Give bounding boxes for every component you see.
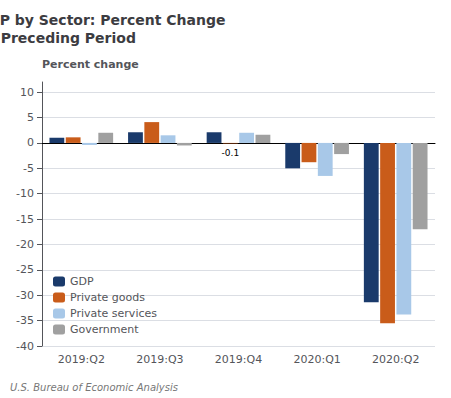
- svg-text:Percent change: Percent change: [42, 58, 139, 71]
- svg-text:2019:Q4: 2019:Q4: [215, 353, 262, 366]
- svg-text:Private goods: Private goods: [70, 291, 145, 304]
- svg-text:-15: -15: [16, 213, 34, 226]
- svg-text:-10: -10: [16, 187, 34, 200]
- svg-text:10: 10: [20, 86, 34, 99]
- svg-text:2019:Q3: 2019:Q3: [136, 353, 183, 366]
- svg-text:U.S. Bureau of Economic Analys: U.S. Bureau of Economic Analysis: [10, 382, 178, 393]
- svg-text:-40: -40: [16, 340, 34, 353]
- svg-text:5: 5: [27, 111, 34, 124]
- svg-text:from Preceding Period: from Preceding Period: [0, 30, 136, 46]
- svg-text:Private services: Private services: [70, 307, 157, 320]
- svg-text:-30: -30: [16, 289, 34, 302]
- svg-text:-0.1: -0.1: [222, 148, 240, 158]
- svg-text:0: 0: [27, 136, 34, 149]
- svg-text:Chart 3. Real GDP by Sector: P: Chart 3. Real GDP by Sector: Percent Cha…: [0, 12, 226, 28]
- svg-text:2019:Q2: 2019:Q2: [58, 353, 105, 366]
- svg-text:-20: -20: [16, 238, 34, 251]
- svg-text:Government: Government: [70, 323, 139, 336]
- svg-text:-25: -25: [16, 263, 34, 276]
- svg-text:2020:Q1: 2020:Q1: [293, 353, 340, 366]
- svg-text:-5: -5: [23, 162, 34, 175]
- svg-text:2020:Q2: 2020:Q2: [372, 353, 419, 366]
- svg-text:-35: -35: [16, 314, 34, 327]
- svg-text:GDP: GDP: [70, 275, 94, 288]
